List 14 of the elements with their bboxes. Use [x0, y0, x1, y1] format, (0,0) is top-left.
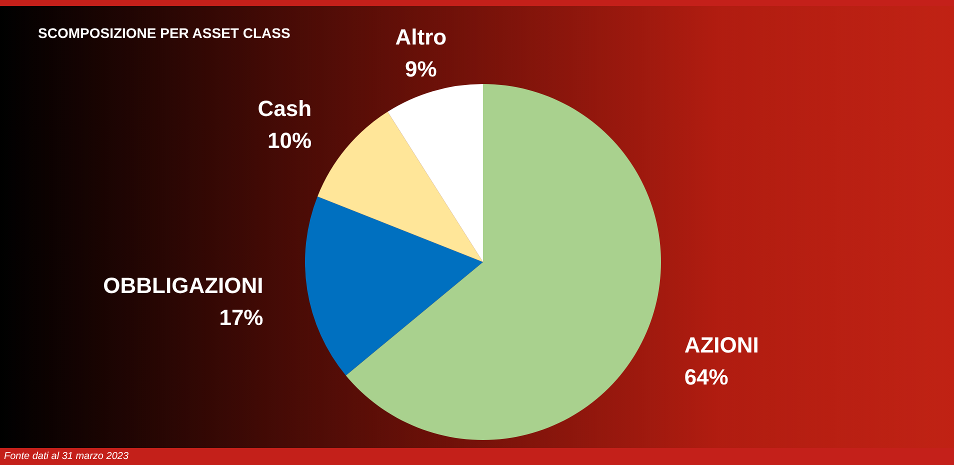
slice-label: AZIONI [684, 332, 759, 358]
data-label: 10% [268, 128, 312, 154]
pie-slice [388, 84, 483, 262]
data-label: 9% [405, 56, 437, 82]
data-label: 17% [219, 304, 264, 330]
pie-slice [346, 84, 661, 440]
slice-label: Cash [258, 96, 312, 122]
pie-slice [318, 112, 483, 262]
slice-label: OBBLIGAZIONI [103, 272, 264, 298]
data-label: 64% [684, 364, 728, 390]
slice-label: Altro [395, 24, 447, 50]
pie-slice [305, 196, 483, 376]
source-note: Fonte dati al 31 marzo 2023 [4, 451, 129, 462]
chart-title: SCOMPOSIZIONE PER ASSET CLASS [38, 25, 290, 41]
